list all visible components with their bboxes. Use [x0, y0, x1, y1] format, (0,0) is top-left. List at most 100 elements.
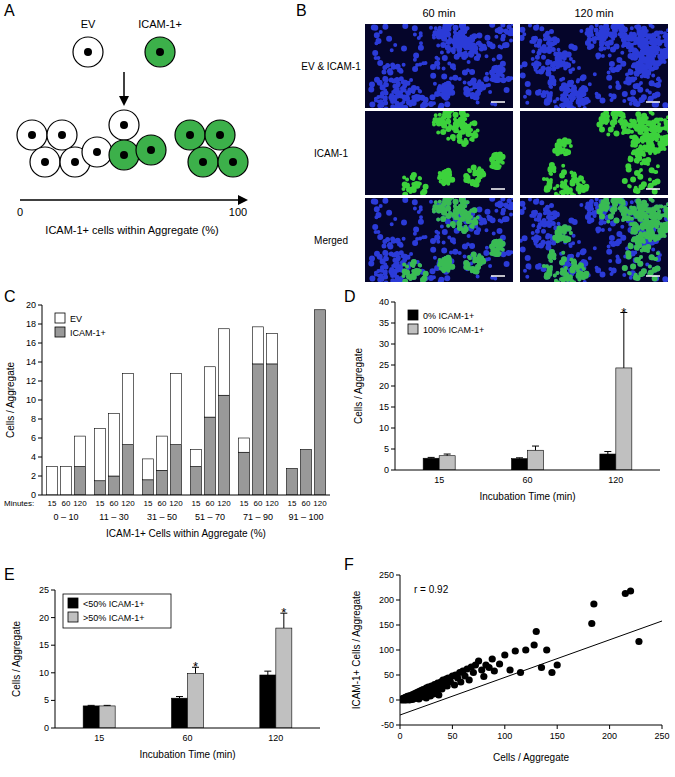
y-tick-label: 6	[31, 433, 36, 443]
y-tick-label: 20	[39, 613, 49, 623]
legend-swatch	[55, 313, 65, 323]
y-tick-label: 10	[379, 423, 389, 433]
bar-segment	[123, 445, 134, 495]
nuclei-stain	[368, 198, 513, 282]
y-tick-label: 15	[379, 402, 389, 412]
cell	[136, 135, 166, 165]
y-tick-label: 5	[44, 695, 49, 705]
y-tick	[51, 728, 55, 729]
y-tick-label: 25	[379, 360, 389, 370]
y-tick	[396, 725, 400, 726]
category-label: 60	[182, 733, 192, 743]
point-circle	[548, 669, 555, 676]
bar-segment	[205, 417, 216, 495]
category-label: 60	[110, 499, 119, 508]
legend-swatch	[55, 327, 65, 337]
category-label: 15	[48, 499, 57, 508]
bar-segment	[109, 476, 120, 495]
y-tick	[38, 362, 42, 363]
cell	[109, 110, 139, 140]
scale-bar	[491, 275, 505, 277]
y-tick-label: 16	[26, 338, 36, 348]
cell-nucleus	[229, 158, 237, 166]
bar-segment	[301, 449, 312, 495]
error-bar	[444, 454, 451, 456]
legend-swatch	[68, 612, 78, 622]
category-label: 120	[169, 499, 183, 508]
micrograph-cells	[402, 111, 506, 195]
bar-segment	[61, 467, 72, 496]
cell-nucleus	[147, 146, 155, 154]
legend-label: EV	[70, 314, 82, 324]
scale-bar	[646, 101, 660, 103]
category-label: 60	[158, 499, 167, 508]
cell-nucleus	[199, 158, 207, 166]
cell-nucleus	[216, 131, 224, 139]
category-label: 15	[94, 733, 104, 743]
point-circle	[451, 681, 458, 688]
cell-nucleus	[120, 121, 128, 129]
y-tick-label: 18	[26, 319, 36, 329]
y-tick	[391, 344, 395, 345]
y-tick-label: 0	[31, 490, 36, 500]
panel-letter: D	[344, 288, 356, 305]
bar-segment	[205, 367, 216, 417]
scale-bar	[646, 188, 660, 190]
bar-segment	[253, 364, 264, 495]
cell	[82, 137, 112, 167]
bar	[99, 706, 115, 728]
plot-area	[368, 198, 513, 282]
y-tick-label: 14	[26, 357, 36, 367]
error-bar	[532, 446, 539, 450]
panel-letter: B	[296, 2, 307, 19]
y-tick	[391, 407, 395, 408]
error-bar	[176, 697, 183, 699]
y-tick	[38, 476, 42, 477]
y-tick-label: 2	[31, 471, 36, 481]
y-tick	[396, 575, 400, 576]
plot-area	[368, 24, 513, 108]
point-circle	[496, 660, 503, 667]
y-tick-label: 10	[26, 395, 36, 405]
y-tick	[396, 700, 400, 701]
legend-label: >50% ICAM-1+	[83, 613, 145, 623]
y-tick	[38, 495, 42, 496]
bar-segment	[191, 449, 202, 466]
icam-stain	[542, 198, 668, 282]
bar	[439, 456, 455, 470]
y-tick	[391, 428, 395, 429]
x-tick	[557, 725, 558, 729]
bar	[616, 368, 632, 470]
axis-label: ICAM-1+ cells within Aggregate (%)	[45, 224, 218, 236]
point-circle	[590, 600, 597, 607]
y-tick	[38, 305, 42, 306]
bar-segment	[157, 436, 168, 470]
bar-segment	[95, 481, 106, 495]
panel-letter: F	[344, 556, 354, 573]
x-axis-label: Incubation Time (min)	[479, 491, 575, 502]
axis-arrow-head	[238, 195, 248, 205]
group-label: 51 – 70	[195, 512, 225, 522]
bar-segment	[219, 329, 230, 396]
categories-label: Minutes:	[4, 499, 34, 508]
y-tick	[38, 381, 42, 382]
bar-segment	[143, 480, 154, 495]
bar-segment	[301, 449, 312, 450]
x-axis-label: Incubation Time (min)	[139, 749, 235, 760]
y-tick-label: -50	[381, 720, 394, 730]
nuclei-stain	[368, 24, 513, 108]
bar-segment	[267, 364, 278, 495]
bar-segment	[253, 327, 264, 364]
legend-swatch	[408, 324, 418, 334]
x-tick-label: 50	[447, 731, 457, 741]
bar-segment	[143, 459, 154, 480]
point-circle	[538, 664, 545, 671]
bar	[423, 458, 439, 470]
scale-bar	[491, 101, 505, 103]
category-label: 60	[302, 499, 311, 508]
y-tick-label: 250	[379, 570, 394, 580]
group-label: 91 – 100	[288, 512, 323, 522]
ev-label: EV	[81, 18, 96, 30]
point-circle	[543, 646, 550, 653]
category-label: 120	[608, 475, 623, 485]
